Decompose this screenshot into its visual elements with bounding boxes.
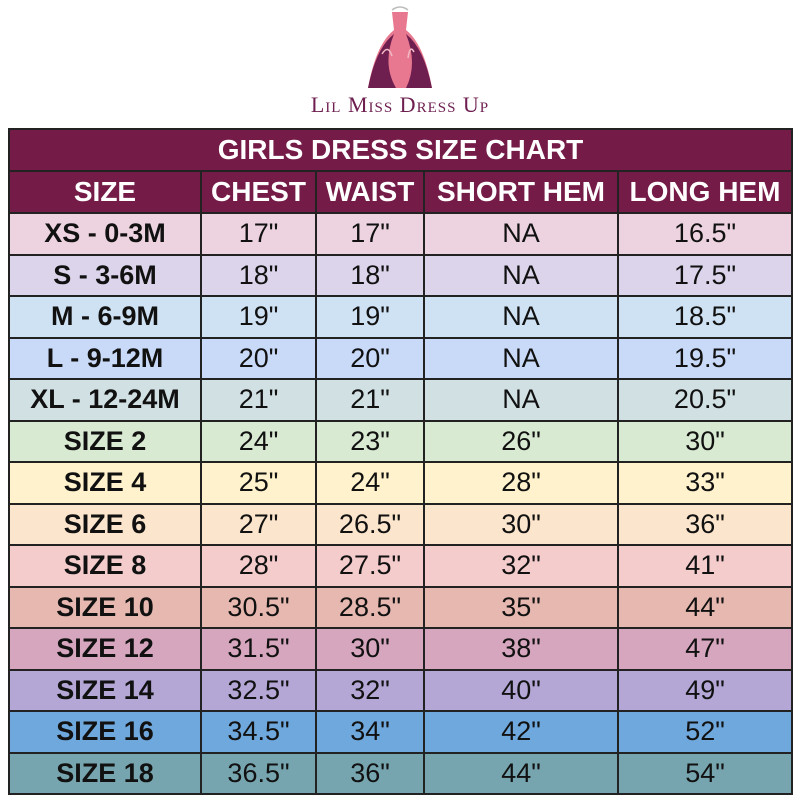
cell-waist: 19" [315,295,425,339]
cell-size: S - 3-6M [8,253,202,297]
cell-waist: 20" [315,336,425,380]
cell-long-hem: 33" [617,461,793,505]
brand-name: Lil Miss Dress Up [310,92,490,117]
cell-long-hem: 36" [617,502,793,546]
cell-short-hem: 44" [423,751,619,795]
cell-short-hem: 28" [423,461,619,505]
cell-waist: 32" [315,668,425,712]
table-row: SIZE 8 28" 27.5" 32" 41" [8,544,793,588]
cell-chest: 20" [200,336,317,380]
cell-size: SIZE 8 [8,544,202,588]
table-body: XS - 0-3M 17" 17" NA 16.5" S - 3-6M 18" 18" NA 17… [8,212,793,795]
cell-chest: 25" [200,461,317,505]
table-row: SIZE 14 32.5" 32" 40" 49" [8,668,793,712]
cell-waist: 23" [315,419,425,463]
cell-waist: 27.5" [315,544,425,588]
cell-long-hem: 52" [617,710,793,754]
table-row: SIZE 18 36.5" 36" 44" 54" [8,751,793,795]
cell-waist: 28.5" [315,585,425,629]
column-header-short-hem: SHORT HEM [423,170,619,214]
cell-long-hem: 54" [617,751,793,795]
cell-waist: 26.5" [315,502,425,546]
cell-chest: 36.5" [200,751,317,795]
table-row: SIZE 2 24" 23" 26" 30" [8,419,793,463]
cell-chest: 17" [200,212,317,256]
cell-long-hem: 18.5" [617,295,793,339]
cell-long-hem: 30" [617,419,793,463]
cell-chest: 21" [200,378,317,422]
cell-short-hem: 26" [423,419,619,463]
cell-chest: 18" [200,253,317,297]
cell-long-hem: 17.5" [617,253,793,297]
table-title-row: GIRLS DRESS SIZE CHART [8,128,793,172]
table-row: SIZE 12 31.5" 30" 38" 47" [8,627,793,671]
cell-long-hem: 20.5" [617,378,793,422]
cell-size: XL - 12-24M [8,378,202,422]
cell-long-hem: 44" [617,585,793,629]
table-row: XS - 0-3M 17" 17" NA 16.5" [8,212,793,256]
table-row: SIZE 6 27" 26.5" 30" 36" [8,502,793,546]
cell-size: SIZE 18 [8,751,202,795]
table-row: M - 6-9M 19" 19" NA 18.5" [8,295,793,339]
cell-short-hem: 40" [423,668,619,712]
dress-logo-icon [368,6,432,88]
cell-short-hem: NA [423,253,619,297]
cell-long-hem: 16.5" [617,212,793,256]
cell-long-hem: 19.5" [617,336,793,380]
cell-size: SIZE 6 [8,502,202,546]
cell-waist: 30" [315,627,425,671]
cell-long-hem: 47" [617,627,793,671]
cell-size: XS - 0-3M [8,212,202,256]
column-header-long-hem: LONG HEM [617,170,793,214]
cell-chest: 24" [200,419,317,463]
cell-size: L - 9-12M [8,336,202,380]
cell-short-hem: 35" [423,585,619,629]
cell-waist: 24" [315,461,425,505]
cell-short-hem: 38" [423,627,619,671]
size-chart-table: GIRLS DRESS SIZE CHART SIZE CHEST WAIST … [8,128,793,795]
cell-chest: 27" [200,502,317,546]
cell-short-hem: NA [423,212,619,256]
column-header-row: SIZE CHEST WAIST SHORT HEM LONG HEM [8,170,793,214]
table-row: L - 9-12M 20" 20" NA 19.5" [8,336,793,380]
cell-short-hem: 42" [423,710,619,754]
cell-chest: 31.5" [200,627,317,671]
table-row: SIZE 4 25" 24" 28" 33" [8,461,793,505]
cell-size: SIZE 14 [8,668,202,712]
cell-size: SIZE 16 [8,710,202,754]
cell-chest: 28" [200,544,317,588]
column-header-chest: CHEST [200,170,317,214]
cell-waist: 36" [315,751,425,795]
cell-size: SIZE 2 [8,419,202,463]
table-row: S - 3-6M 18" 18" NA 17.5" [8,253,793,297]
cell-waist: 17" [315,212,425,256]
cell-long-hem: 41" [617,544,793,588]
cell-chest: 34.5" [200,710,317,754]
table-row: SIZE 10 30.5" 28.5" 35" 44" [8,585,793,629]
column-header-size: SIZE [8,170,202,214]
cell-short-hem: NA [423,295,619,339]
cell-short-hem: 32" [423,544,619,588]
cell-chest: 19" [200,295,317,339]
cell-waist: 21" [315,378,425,422]
cell-size: M - 6-9M [8,295,202,339]
table-title: GIRLS DRESS SIZE CHART [8,128,793,172]
cell-chest: 32.5" [200,668,317,712]
table-row: SIZE 16 34.5" 34" 42" 52" [8,710,793,754]
cell-short-hem: NA [423,378,619,422]
cell-size: SIZE 4 [8,461,202,505]
table-row: XL - 12-24M 21" 21" NA 20.5" [8,378,793,422]
column-header-waist: WAIST [315,170,425,214]
cell-waist: 18" [315,253,425,297]
cell-size: SIZE 10 [8,585,202,629]
cell-short-hem: 30" [423,502,619,546]
cell-size: SIZE 12 [8,627,202,671]
cell-waist: 34" [315,710,425,754]
cell-chest: 30.5" [200,585,317,629]
cell-long-hem: 49" [617,668,793,712]
cell-short-hem: NA [423,336,619,380]
